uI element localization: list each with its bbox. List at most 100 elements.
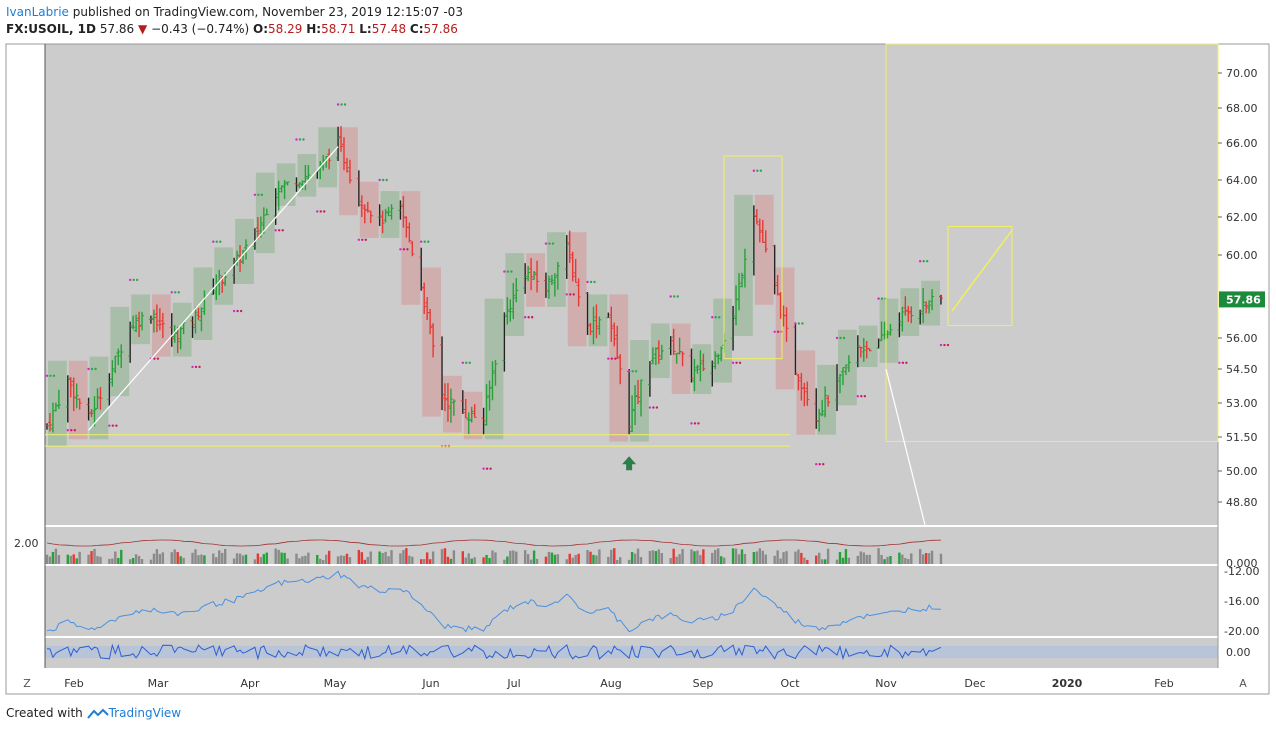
volume-bar	[818, 552, 821, 564]
signal-dot	[236, 309, 239, 313]
price-chart[interactable]: 70.00 68.00 66.00 64.00 62.00 60.00 56.00 54.50…	[0, 40, 1276, 698]
signal-dot	[627, 370, 631, 373]
candle	[796, 373, 801, 391]
candle	[380, 210, 385, 234]
candle	[591, 306, 596, 345]
spike-box	[723, 155, 783, 360]
volume-bar	[327, 550, 331, 564]
candle	[89, 409, 94, 418]
signal-dot	[156, 357, 160, 360]
time-axis-label: Sep	[693, 677, 714, 690]
volume-bar	[277, 549, 280, 564]
weekly-zone	[692, 344, 712, 394]
volume-bar	[532, 550, 536, 564]
volume-bar	[131, 558, 135, 564]
candle	[573, 258, 578, 283]
high-label: H:	[306, 22, 322, 36]
candle	[636, 379, 641, 405]
volume-bar	[610, 549, 613, 564]
candle	[232, 257, 237, 284]
time-axis-label: May	[324, 677, 347, 690]
volume-bar	[363, 559, 366, 564]
candle	[564, 235, 569, 279]
symbol-name[interactable]: FX:USOIL, 1D	[6, 22, 96, 36]
author-name[interactable]: IvanLabrie	[6, 5, 69, 19]
candle	[53, 402, 58, 412]
time-axis-label: Aug	[600, 677, 621, 690]
volume-bar	[613, 548, 616, 564]
volume-bar	[473, 557, 476, 564]
weekly-zone	[276, 163, 296, 206]
volume-bar	[253, 559, 257, 564]
signal-dot	[835, 336, 839, 340]
signal-dot	[652, 406, 655, 409]
candle	[719, 346, 724, 362]
candle	[306, 164, 311, 182]
candle	[529, 258, 534, 291]
volume-bar	[369, 551, 372, 564]
candle	[285, 181, 290, 186]
volume-bar	[648, 550, 652, 564]
volume-bar	[794, 551, 797, 564]
volume-bar	[740, 549, 744, 564]
price-tick-label: 64.00	[1226, 174, 1258, 187]
signal-dot	[905, 361, 908, 364]
candle	[407, 222, 412, 243]
candle	[463, 398, 468, 419]
volume-bar	[616, 559, 619, 564]
weekly-zone	[650, 323, 670, 379]
last-price-tag-label: 57.86	[1226, 293, 1261, 306]
signal-dot	[302, 138, 305, 141]
candle	[157, 308, 162, 331]
candle	[552, 273, 557, 297]
volume-ma-line	[46, 539, 942, 547]
zoom-z-button[interactable]: Z	[23, 677, 31, 690]
volume-bar	[779, 558, 782, 564]
volume-bar	[224, 548, 227, 564]
volume-bar	[565, 559, 568, 564]
candle	[754, 209, 759, 225]
candle	[169, 313, 174, 347]
volume-bar	[761, 550, 764, 564]
tradingview-brand-link[interactable]: TradingView	[108, 706, 182, 720]
signal-dot	[357, 238, 361, 241]
signal-dot	[759, 169, 763, 172]
candle	[327, 148, 332, 170]
signal-dot	[94, 367, 97, 371]
time-axis-label: Nov	[875, 677, 897, 690]
candle	[751, 205, 756, 276]
signal-dot	[340, 103, 343, 106]
candle	[193, 307, 198, 334]
volume-bar	[155, 549, 159, 564]
volume-bar	[886, 556, 889, 564]
candle	[359, 195, 364, 217]
signal-dot	[66, 429, 69, 432]
candle	[609, 306, 614, 342]
signal-dot	[898, 361, 901, 364]
candle	[549, 274, 554, 286]
signal-dot	[922, 260, 925, 263]
candle	[597, 316, 602, 335]
volume-zero-label: 0.000	[1226, 557, 1258, 570]
candle	[428, 308, 433, 335]
signal-dot	[690, 422, 693, 425]
price-tick-label: 53.00	[1226, 397, 1258, 410]
candle	[674, 353, 679, 364]
auto-scale-a-button[interactable]: A	[1239, 677, 1247, 690]
volume-bar	[218, 550, 221, 564]
signal-dot	[239, 309, 243, 313]
signal-dot	[212, 240, 215, 243]
signal-dot	[856, 395, 860, 398]
candle	[846, 355, 851, 373]
volume-bar	[856, 555, 860, 564]
candle	[784, 307, 789, 342]
signal-dot	[343, 103, 347, 106]
weekly-zone	[318, 127, 338, 188]
volume-bar	[428, 559, 432, 564]
volume-bar	[467, 553, 470, 564]
candle	[739, 272, 744, 288]
time-axis-label: Mar	[148, 677, 169, 690]
price-tick-label: 68.00	[1226, 102, 1258, 115]
up-arrow-icon	[622, 456, 637, 471]
candle	[356, 170, 361, 207]
